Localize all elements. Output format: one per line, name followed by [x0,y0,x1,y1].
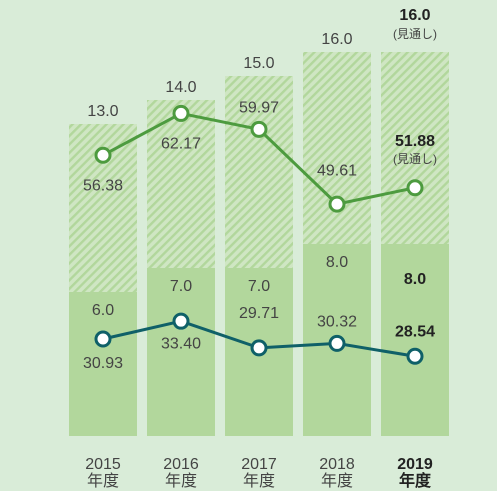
x-tick-label: 2018 年度 [319,456,355,490]
x-tick-label: 2017 年度 [241,456,277,490]
line-marker [250,120,268,138]
bar-value-label: 16.0 [321,31,352,48]
bar-value-label: 8.0 [326,254,348,271]
x-tick-label: 2015 年度 [85,456,121,490]
bar-value-label: 6.0 [92,302,114,319]
bar-value-label: 16.0 [399,7,430,24]
line-value-label: 33.40 [161,335,201,352]
bar [147,268,215,436]
bar-value-label: 15.0 [243,55,274,72]
line-marker [406,179,424,197]
line-value-label: 56.38 [83,177,123,194]
line-value-label: 30.32 [317,314,357,331]
bar-value-label: 8.0 [404,271,426,288]
line-value-label: 51.88 [395,133,435,150]
bar-value-label: 14.0 [165,79,196,96]
line-marker [94,330,112,348]
line-value-label: 49.61 [317,162,357,179]
line-value-label: 28.54 [395,323,435,340]
bar-value-label: 7.0 [170,278,192,295]
bar [69,292,137,436]
x-tick-label: 2019 年度 [397,456,433,490]
line-marker [250,339,268,357]
annotation: (見通し) [393,152,437,166]
line-marker [172,312,190,330]
line-marker [328,334,346,352]
line-value-label: 30.93 [83,355,123,372]
line-marker [94,146,112,164]
x-tick-label: 2016 年度 [163,456,199,490]
bar-value-label: 13.0 [87,103,118,120]
line-marker [172,104,190,122]
line-value-label: 59.97 [239,100,279,117]
bar-value-label: 7.0 [248,278,270,295]
line-marker [328,195,346,213]
bar [381,244,449,436]
line-value-label: 62.17 [161,136,201,153]
line-value-label: 29.71 [239,305,279,322]
line-marker [406,347,424,365]
annotation: (見通し) [393,27,437,41]
